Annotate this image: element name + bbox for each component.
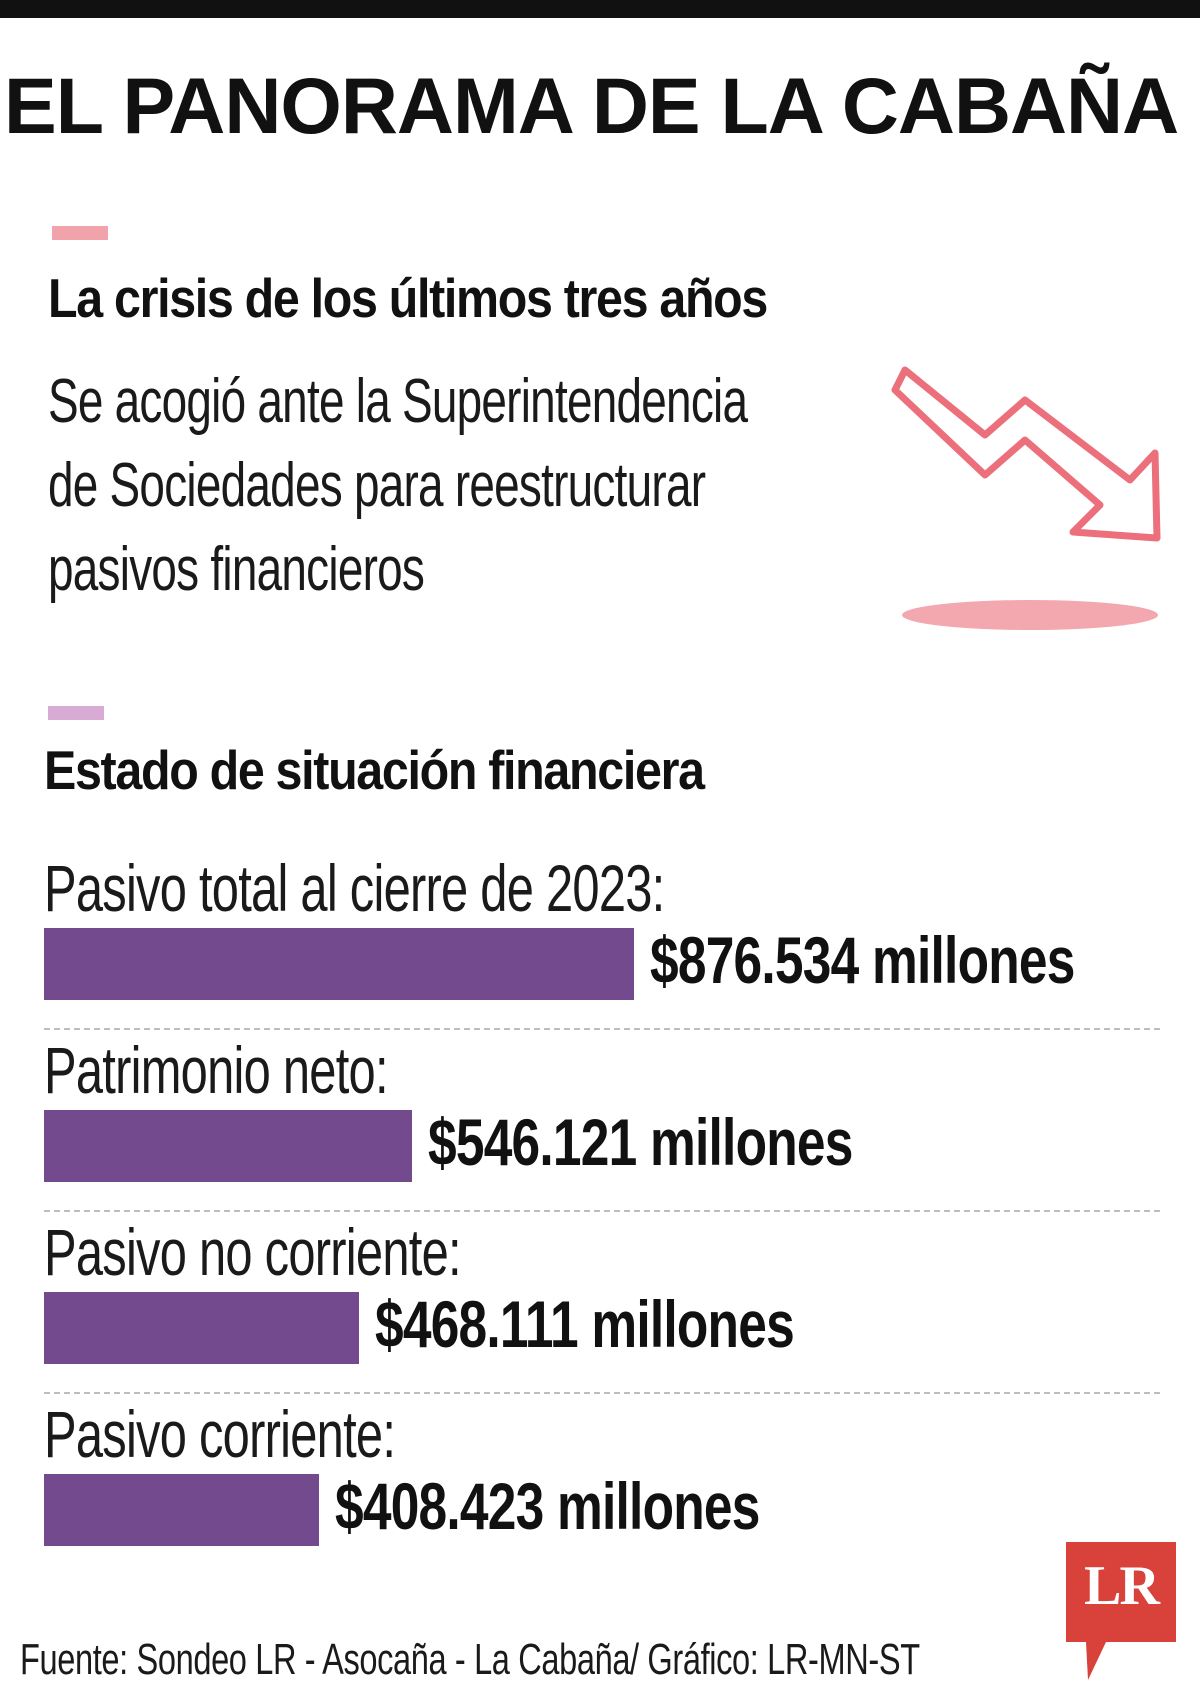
crisis-accent-bar [52, 226, 108, 240]
row-divider [44, 1210, 1160, 1212]
financial-bar-chart: Pasivo total al cierre de 2023: $876.534 … [0, 850, 1200, 1570]
bar-row: Pasivo no corriente: $468.111 millones [44, 1214, 1164, 1394]
crisis-title: La crisis de los últimos tres años [48, 267, 768, 329]
source-note: Fuente: Sondeo LR - Asocaña - La Cabaña/… [20, 1635, 920, 1684]
bar-category-label: Pasivo total al cierre de 2023: [44, 851, 665, 925]
downward-trend-arrow-icon [891, 366, 1161, 630]
bar-value-label: $408.423 millones [335, 1469, 760, 1543]
bar-value-label: $468.111 millones [375, 1287, 795, 1361]
crisis-description: Se acogió ante la Superintendencia de So… [48, 360, 868, 612]
bar [44, 1292, 359, 1364]
bar-category-label: Pasivo corriente: [44, 1397, 396, 1471]
row-divider [44, 1028, 1160, 1030]
bar-row: Patrimonio neto: $546.121 millones [44, 1032, 1164, 1212]
bar [44, 1110, 412, 1182]
crisis-description-line: de Sociedades para reestructurar [48, 451, 706, 520]
bar-value-label: $876.534 millones [650, 923, 1075, 997]
financial-accent-bar [48, 706, 104, 720]
lr-logo: LR [1066, 1542, 1176, 1682]
trend-arrow-outline [891, 366, 1161, 542]
top-rule [0, 0, 1200, 18]
page-title: EL PANORAMA DE LA CABAÑA [4, 61, 1179, 150]
bar-row: Pasivo corriente: $408.423 millones [44, 1396, 1164, 1576]
bar-category-label: Patrimonio neto: [44, 1033, 389, 1107]
bar-category-label: Pasivo no corriente: [44, 1215, 462, 1289]
bar [44, 928, 634, 1000]
logo-badge-icon [1066, 1542, 1176, 1680]
crisis-description-line: Se acogió ante la Superintendencia [48, 367, 748, 436]
financial-title: Estado de situación financiera [44, 739, 705, 801]
trend-arrow-shadow [902, 600, 1158, 630]
bar-row: Pasivo total al cierre de 2023: $876.534 … [44, 850, 1164, 1030]
bar-value-label: $546.121 millones [428, 1105, 853, 1179]
row-divider [44, 1392, 1160, 1394]
crisis-description-line: pasivos financieros [48, 535, 425, 604]
bar [44, 1474, 319, 1546]
logo-text: LR [1084, 1555, 1160, 1617]
